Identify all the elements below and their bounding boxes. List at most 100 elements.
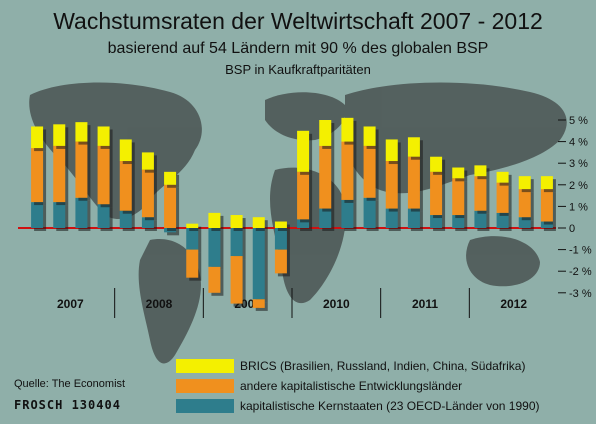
bar-brics: [518, 176, 531, 190]
bar-emerging: [341, 141, 354, 200]
bar-core: [496, 212, 509, 228]
bar-emerging: [540, 189, 553, 222]
year-label: 2008: [146, 297, 173, 311]
bar-brics: [230, 215, 243, 228]
y-tick-label: 2 %: [569, 180, 588, 192]
bar-emerging: [141, 169, 154, 218]
legend-swatch-core: [176, 399, 234, 413]
legend-swatch-emerging: [176, 379, 234, 393]
bar-core: [75, 197, 88, 228]
bar-emerging: [208, 266, 221, 293]
bar-core: [319, 208, 332, 228]
bar-emerging: [452, 178, 465, 216]
bar-core: [452, 215, 465, 228]
bar-core: [407, 208, 420, 228]
bar-brics: [430, 156, 443, 172]
bar-brics: [407, 137, 420, 157]
bar-emerging: [297, 171, 310, 220]
legend-label-emerging: andere kapitalistische Entwicklungslände…: [240, 379, 463, 393]
bar-emerging: [430, 171, 443, 216]
bar-emerging: [75, 141, 88, 198]
y-tick-label: 3 %: [569, 158, 588, 170]
bar-brics: [319, 120, 332, 146]
legend-label-core: kapitalistische Kernstaaten (23 OECD-Län…: [240, 399, 540, 413]
chart-title: Wachstumsraten der Weltwirtschaft 2007 -…: [53, 8, 543, 34]
bar-emerging: [319, 145, 332, 209]
bar-brics: [252, 217, 265, 228]
bar-emerging: [53, 145, 66, 203]
y-tick-label: -1 %: [569, 245, 592, 257]
bar-core: [274, 228, 287, 250]
bar-emerging: [119, 161, 132, 211]
legend-swatch-brics: [176, 359, 234, 373]
chart-subtitle-2: BSP in Kaufkraftparitäten: [225, 62, 371, 77]
bar-brics: [75, 122, 88, 142]
bar-emerging: [230, 256, 243, 304]
bar-brics: [496, 171, 509, 183]
bar-core: [186, 228, 199, 250]
bar-core: [518, 217, 531, 228]
bar-emerging: [385, 161, 398, 209]
bar-core: [31, 202, 44, 228]
bar-core: [363, 197, 376, 228]
bar-brics: [452, 167, 465, 179]
bar-brics: [341, 117, 354, 142]
bar-emerging: [252, 299, 265, 308]
bar-core: [540, 221, 553, 228]
bar-brics: [474, 165, 487, 177]
bar-brics: [363, 126, 376, 146]
bar-emerging: [496, 182, 509, 213]
bar-brics: [274, 221, 287, 228]
bar-brics: [208, 212, 221, 228]
year-label: 2012: [500, 297, 527, 311]
bar-emerging: [518, 189, 531, 218]
year-label: 2011: [412, 297, 438, 311]
bar-brics: [97, 126, 110, 146]
bar-brics: [119, 139, 132, 162]
bar-emerging: [31, 148, 44, 203]
bar-core: [297, 219, 310, 228]
y-tick-label: 5 %: [569, 115, 588, 127]
bar-brics: [164, 171, 177, 185]
bar-emerging: [363, 145, 376, 198]
bar-brics: [385, 139, 398, 162]
source-note: Quelle: The Economist: [14, 378, 126, 390]
bar-brics: [540, 176, 553, 190]
bar-emerging: [97, 145, 110, 205]
bar-core: [385, 208, 398, 228]
bar-core: [474, 210, 487, 228]
bar-brics: [297, 130, 310, 172]
y-tick-label: -2 %: [569, 266, 592, 278]
bar-core: [230, 228, 243, 257]
author-signature: FROSCH 130404: [14, 398, 121, 412]
bar-core: [341, 199, 354, 228]
y-tick-label: -3 %: [569, 288, 592, 300]
y-tick-label: 0: [569, 223, 575, 235]
bar-core: [252, 228, 265, 300]
y-tick-label: 4 %: [569, 137, 588, 149]
bar-core: [97, 204, 110, 228]
bar-core: [208, 228, 221, 267]
year-label: 2007: [57, 297, 84, 311]
bar-core: [141, 217, 154, 228]
legend-label-brics: BRICS (Brasilien, Russland, Indien, Chin…: [240, 359, 526, 373]
year-label: 2010: [323, 297, 350, 311]
bar-emerging: [274, 249, 287, 274]
bar-emerging: [186, 249, 199, 278]
bar-emerging: [164, 184, 177, 228]
chart-subtitle: basierend auf 54 Ländern mit 90 % des gl…: [107, 40, 489, 57]
bar-core: [53, 202, 66, 228]
bar-brics: [141, 152, 154, 170]
bar-emerging: [407, 156, 420, 209]
bar-brics-shadow: [189, 226, 202, 231]
bar-emerging: [474, 176, 487, 211]
y-tick-label: 1 %: [569, 201, 588, 213]
bar-core: [430, 215, 443, 228]
bar-core: [119, 210, 132, 228]
bar-brics: [31, 126, 44, 149]
bar-brics: [53, 124, 66, 146]
bar-core-shadow: [167, 231, 180, 236]
bar-brics: [186, 223, 199, 228]
